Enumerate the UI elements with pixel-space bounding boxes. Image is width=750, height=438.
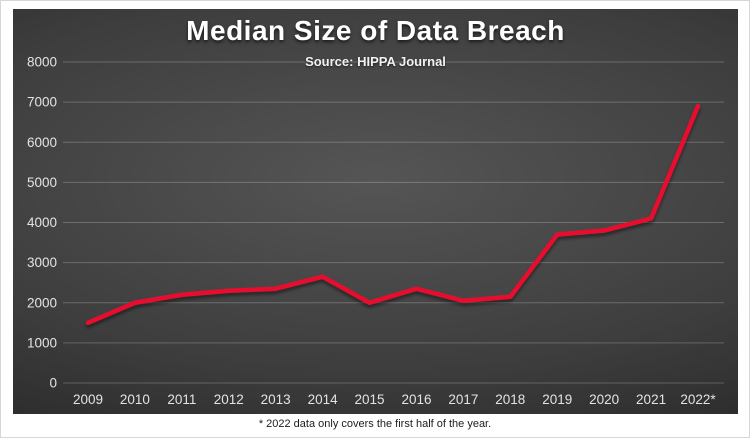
x-tick-label: 2010: [120, 392, 150, 407]
y-tick-label: 1000: [27, 335, 57, 350]
x-tick-label: 2014: [308, 392, 339, 407]
chart-title: Median Size of Data Breach: [186, 15, 565, 46]
y-tick-label: 5000: [27, 175, 57, 190]
y-tick-label: 0: [49, 376, 57, 391]
y-tick-label: 8000: [27, 55, 57, 70]
y-tick-label: 2000: [27, 295, 57, 310]
x-tick-label: 2015: [355, 392, 385, 407]
x-tick-label: 2019: [542, 392, 572, 407]
x-tick-label: 2017: [448, 392, 478, 407]
y-tick-label: 4000: [27, 215, 57, 230]
gridlines: [63, 61, 724, 384]
chart-subtitle: Source: HIPPA Journal: [305, 54, 446, 69]
data-line-series: [85, 103, 701, 326]
x-tick-label: 2016: [401, 392, 431, 407]
x-tick-label: 2013: [261, 392, 291, 407]
y-tick-label: 6000: [27, 135, 57, 150]
x-axis-tick-labels: 2009 2010 2011 2012 2013 2014 2015 2016 2017 2018…: [73, 392, 716, 407]
chart-panel: 0 1000 2000 3000 4000 5000 6000 7000 8000 2009 20…: [13, 9, 738, 414]
x-tick-label: 2020: [589, 392, 619, 407]
y-tick-label: 3000: [27, 255, 57, 270]
chart-footnote: * 2022 data only covers the first half o…: [258, 418, 492, 430]
x-tick-label: 2022*: [680, 392, 716, 407]
x-tick-label: 2021: [636, 392, 666, 407]
y-axis-tick-labels: 0 1000 2000 3000 4000 5000 6000 7000 8000: [27, 55, 57, 391]
x-tick-label: 2018: [495, 392, 525, 407]
x-tick-label: 2012: [214, 392, 244, 407]
x-tick-label: 2009: [73, 392, 103, 407]
y-tick-label: 7000: [27, 95, 57, 110]
x-tick-label: 2011: [167, 392, 196, 407]
